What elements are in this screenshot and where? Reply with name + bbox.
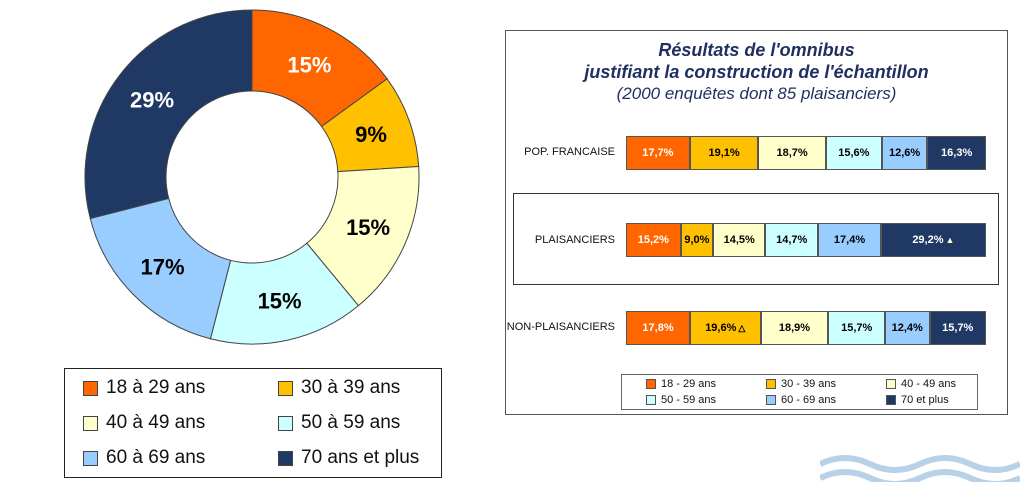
legend-label: 50 - 59 ans [661,394,717,406]
donut-legend-item-40-49: 40 à 49 ans [83,412,205,434]
donut-slice [84,9,253,220]
legend-label: 30 - 39 ans [781,378,837,390]
legend-label: 50 à 59 ans [301,412,401,433]
bar-value-label: 29,2% [912,234,944,246]
donut-slice-label: 9% [355,122,387,147]
bar-value-label: 15,7% [942,322,974,334]
bar-segment: 15,7% [929,311,986,345]
bar-value-label: 19,1% [708,147,740,159]
bar-segment: 19,6% △ [690,311,761,345]
bar-row-label-plaisanciers: PLAISANCIERS [534,234,615,246]
legend-swatch [83,380,98,396]
donut-slice-label: 15% [346,215,390,240]
legend-label: 60 à 69 ans [106,447,206,468]
legend-swatch [278,450,293,466]
bar-legend-item: 50 - 59 ans [646,394,716,406]
bar-segment: 15,7% [828,311,885,345]
bar-segment: 18,9% [760,311,829,345]
legend-label: 18 - 29 ans [661,378,717,390]
donut-slice-label: 17% [141,254,185,279]
bar-value-label: 14,5% [723,234,755,246]
donut-legend-item-18-29: 18 à 29 ans [83,377,205,399]
bar-value-label: 15,7% [841,322,873,334]
legend-swatch [83,415,98,431]
panel-subtitle: (2000 enquêtes dont 85 plaisanciers) [616,84,897,103]
legend-label: 60 - 69 ans [781,394,837,406]
bar-segment: 14,5% [713,223,766,257]
age-donut-chart: 15% 9% 15% 15% 17% 29% [84,9,420,345]
legend-label: 30 à 39 ans [301,377,401,398]
bar-legend-item: 18 - 29 ans [646,378,716,390]
legend-swatch [278,415,293,431]
legend-swatch [766,379,776,389]
bar-segment: 17,8% [626,311,691,345]
bar-value-label: 9,0% [684,234,710,246]
donut-legend-item-60-69: 60 à 69 ans [83,447,205,469]
donut-slice [89,197,232,340]
legend-swatch [83,450,98,466]
bar-legend: 18 - 29 ans 30 - 39 ans 40 - 49 ans 50 -… [621,374,978,410]
panel-title-line-2: justifiant la construction de l'échantil… [584,62,929,82]
bar-legend-item: 70 et plus [886,394,949,406]
bar-value-label: 19,6% [705,322,737,334]
bar-legend-item: 30 - 39 ans [766,378,836,390]
bar-value-label: 12,6% [889,147,921,159]
bar-value-label: 16,3% [941,147,973,159]
bar-segment: 18,7% [758,136,826,170]
legend-swatch [646,379,656,389]
plaisanciers-highlight-box [513,193,999,285]
bar-segment: 15,6% [825,136,882,170]
bar-segment: 12,4% [884,311,930,345]
bar-value-label: 17,7% [642,147,674,159]
legend-label: 70 ans et plus [301,447,420,468]
omnibus-results-panel: Résultats de l'omnibus justifiant la con… [505,30,1008,415]
donut-legend: 18 à 29 ans 30 à 39 ans 40 à 49 ans 50 à… [64,368,442,478]
bar-legend-item: 60 - 69 ans [766,394,836,406]
bar-segment: 29,2% ▲ [880,223,986,257]
bar-segment: 17,7% [626,136,690,170]
bar-row-pop-francaise: 17,7% 19,1% 18,7% 15,6% 12,6% 16,3% [626,136,986,170]
wave-decoration-icon [820,455,1020,482]
bar-value-label: 17,8% [642,322,674,334]
bar-segment: 14,7% [765,223,819,257]
legend-label: 40 - 49 ans [901,378,957,390]
panel-title-line-1: Résultats de l'omnibus [658,40,855,60]
bar-value-label: 15,2% [637,234,669,246]
donut-legend-item-30-39: 30 à 39 ans [278,377,400,399]
donut-slice-label: 15% [258,288,302,313]
legend-label: 70 et plus [901,394,949,406]
donut-slice-label: 29% [130,87,174,112]
significance-triangle-icon: ▲ [945,235,955,245]
bar-row-plaisanciers: 15,2% 9,0% 14,5% 14,7% 17,4% 29,2% ▲ [626,223,986,257]
bar-segment: 16,3% [927,136,986,170]
bar-value-label: 17,4% [833,234,866,246]
bar-legend-item: 40 - 49 ans [886,378,956,390]
bar-segment: 17,4% [818,223,881,257]
significance-triangle-icon: △ [738,322,746,333]
legend-swatch [766,395,776,405]
donut-legend-item-50-59: 50 à 59 ans [278,412,400,434]
bar-value-label: 14,7% [776,234,808,246]
bar-value-label: 18,7% [776,147,808,159]
bar-segment: 19,1% [689,136,759,170]
legend-label: 40 à 49 ans [106,412,206,433]
legend-swatch [886,395,896,405]
legend-swatch [646,395,656,405]
bar-row-label-non-plaisanciers: NON-PLAISANCIERS [506,321,615,333]
legend-swatch [886,379,896,389]
bar-value-label: 12,4% [891,322,923,334]
donut-legend-item-70-plus: 70 ans et plus [278,447,419,469]
bar-value-label: 15,6% [838,147,870,159]
bar-segment: 9,0% [680,223,714,257]
legend-label: 18 à 29 ans [106,377,206,398]
donut-slice-label: 15% [287,52,331,77]
bar-segment: 15,2% [626,223,681,257]
bar-row-label-pop-francaise: POP. FRANCAISE [524,146,615,158]
bar-value-label: 18,9% [778,322,811,334]
bar-row-non-plaisanciers: 17,8% 19,6% △ 18,9% 15,7% 12,4% 15,7% [626,311,986,345]
panel-title: Résultats de l'omnibus justifiant la con… [506,39,1007,105]
legend-swatch [278,380,293,396]
bar-segment: 12,6% [881,136,928,170]
